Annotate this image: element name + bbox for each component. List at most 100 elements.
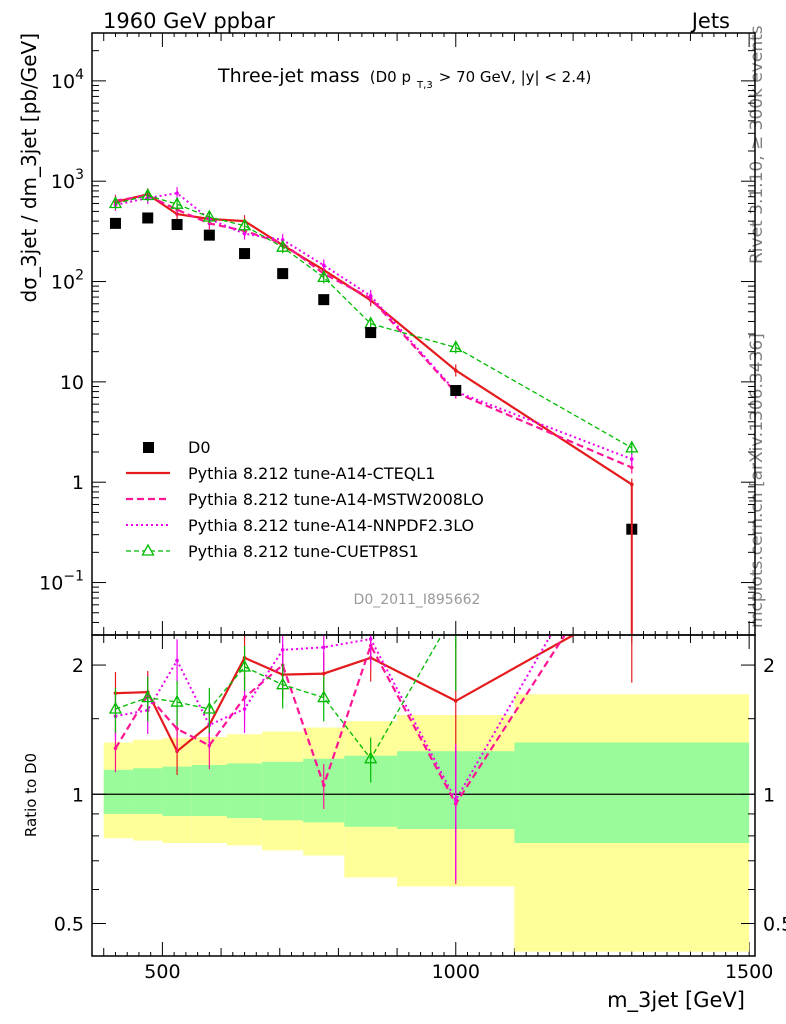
data-point [203,229,215,241]
chart-title: Three-jet mass [217,65,360,87]
main-y-tick-base: 10 [39,573,63,595]
mc-point [629,465,634,470]
legend-label: Pythia 8.212 tune-A14-NNPDF2.3LO [188,516,474,535]
data-point [171,219,183,231]
ratio-point [280,648,285,652]
triangle-marker [141,188,155,201]
main-y-tick-exponent: −1 [63,569,84,585]
chart-subtitle-sub: T,3 [416,80,433,91]
ratio-point [453,798,458,802]
inner-uncertainty-band [262,761,304,821]
main-y-tick-label: 1 [72,472,84,494]
data-point [318,294,330,306]
ratio-series-line [115,635,443,760]
ratio-bands-group [103,694,750,952]
mc-point [242,231,247,236]
triangle-marker [170,196,184,209]
main-y-axis-label: dσ_3jet / dm_3jet [pb/GeV] [17,33,41,302]
legend: D0 Pythia 8.212 tune-A14-CTEQL1 Pythia 8.2… [126,438,484,561]
main-y-tick-label: 104 [51,67,84,93]
ratio-point [242,707,247,711]
ratio-y-tick-label-right: 2 [763,655,775,677]
ratio-y-axis-label: Ratio to D0 [22,753,40,837]
inner-uncertainty-band [103,769,134,814]
mc-series-line [115,192,633,461]
ratio-plot-frame [91,634,756,957]
triangle-marker [625,440,639,453]
main-y-tick-label: 10−1 [39,569,84,595]
triangle-marker [170,694,184,707]
main-series-group [108,187,639,491]
ratio-point [453,699,458,703]
main-y-tick-exponent: 2 [75,268,84,284]
ratio-y-tick-label: 0.5 [54,913,84,935]
main-y-tick-base: 10 [51,272,75,294]
data-point [450,385,462,397]
analysis-watermark: D0_2011_I895662 [354,592,481,608]
ratio-point [321,671,326,676]
triangle-marker [317,270,331,283]
main-y-tick-label: 10 [60,372,84,394]
main-y-tick-base: 10 [60,372,84,394]
triangle-marker [202,701,216,714]
triangle-marker [276,677,290,690]
legend-triangle [141,543,155,556]
ratio-y-tick-label-right: 1 [763,784,775,806]
mc-point [368,294,373,298]
ratio-series-line [115,635,552,803]
chart-subtitle-rest: > 70 GeV, |y| < 2.4) [439,68,592,86]
data-point [109,217,121,229]
mc-series-line [115,194,633,449]
x-tick-label: 500 [144,961,180,983]
triangle-marker [237,659,252,672]
ratio-y-tick-label: 2 [72,655,84,677]
main-y-tick-base: 10 [51,71,75,93]
ratio-y-tick-label: 1 [72,784,84,806]
triangle-marker [276,239,290,252]
ratio-point [321,645,326,650]
legend-label: Pythia 8.212 tune-CUETP8S1 [188,542,419,561]
data-point [239,248,251,260]
x-tick-label: 1000 [432,961,480,983]
ratio-series-group [108,635,633,885]
triangle-marker [317,690,331,703]
ratio-point [113,746,118,751]
data-point [142,212,154,224]
header-left-label: 1960 GeV ppbar [103,9,275,33]
ratio-series-3 [108,635,457,783]
triangle-marker [202,209,216,222]
mc-series-4 [108,188,639,454]
main-y-tick-base: 1 [72,472,84,494]
legend-item-3: Pythia 8.212 tune-A14-NNPDF2.3LO [126,516,474,535]
legend-item-4: Pythia 8.212 tune-CUETP8S1 [126,542,419,561]
ratio-y-tick-label-right: 0.5 [763,913,786,935]
mc-series-3 [113,187,634,466]
ratio-point [368,637,373,641]
inner-uncertainty-band [133,768,163,814]
main-y-tick-label: 103 [51,167,84,193]
rivet-label: Rivet 3.1.10, ≥ 300k events [747,25,767,264]
data-point [277,268,289,280]
mc-point [629,457,634,461]
mc-point [453,368,458,373]
legend-item-2: Pythia 8.212 tune-A14-MSTW2008LO [126,490,484,509]
x-axis-label: m_3jet [GeV] [607,988,745,1013]
main-y-tick-exponent: 4 [75,67,84,83]
ratio-series-2 [113,635,552,881]
main-y-tick-label: 102 [51,268,84,294]
triangle-marker [108,196,123,209]
legend-item-0: D0 [143,438,211,457]
header-right-label: Jets [690,9,730,33]
legend-label: D0 [188,438,211,457]
mcplots-label: mcplots.cern.ch [arXiv:1306.3436] [747,333,767,628]
inner-uncertainty-band [514,742,750,844]
ratio-point [175,658,179,663]
inner-uncertainty-band [191,765,227,817]
triangle-marker [108,701,123,714]
mc-point [321,263,326,268]
legend-item-1: Pythia 8.212 tune-A14-CTEQL1 [126,464,435,483]
legend-label: Pythia 8.212 tune-A14-CTEQL1 [188,464,435,483]
data-point [365,327,377,339]
chart-subtitle-open: (D0 p [370,68,411,86]
